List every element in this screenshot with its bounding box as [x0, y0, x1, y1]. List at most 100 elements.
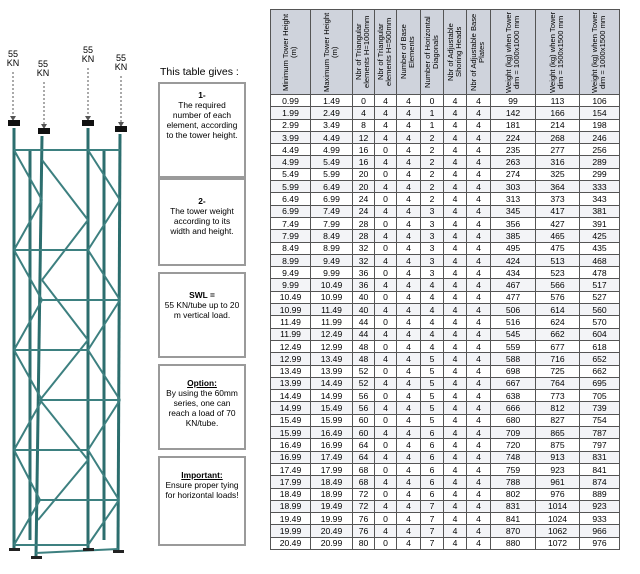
table-cell: 4: [443, 118, 467, 132]
table-cell: 4: [352, 106, 375, 120]
table-cell: 0: [420, 93, 444, 108]
table-cell: 4: [396, 364, 421, 378]
table-cell: 961: [535, 475, 580, 489]
table-cell: 4: [443, 512, 467, 526]
table-cell: 624: [535, 315, 580, 329]
table-cell: 788: [490, 475, 536, 489]
table-cell: 516: [490, 315, 536, 329]
table-cell: 4: [466, 143, 491, 157]
box-title: Option:: [187, 378, 217, 388]
table-cell: 36: [352, 266, 375, 280]
table-cell: 4: [466, 536, 491, 550]
shoring-tower-illustration: [8, 68, 127, 559]
table-cell: 4: [443, 462, 467, 477]
table-cell: 68: [352, 475, 375, 489]
table-cell: 1014: [535, 499, 580, 514]
table-cell: 14.49: [310, 376, 353, 391]
table-cell: 4: [443, 143, 467, 157]
table-cell: 325: [535, 167, 580, 182]
table-cell: 923: [579, 499, 620, 514]
table-cell: 764: [535, 376, 580, 391]
table-cell: 214: [535, 118, 580, 132]
table-cell: 4: [466, 130, 491, 145]
table-cell: 4: [420, 290, 444, 305]
table-cell: 16: [352, 155, 375, 169]
load-arrows: [12, 68, 122, 126]
table-cell: 425: [579, 229, 620, 243]
table-cell: 2.49: [310, 106, 353, 120]
table-cell: 4: [396, 426, 421, 440]
table-cell: 6.99: [310, 192, 353, 206]
table-cell: 4: [396, 327, 421, 341]
table-cell: 19.99: [270, 524, 311, 538]
table-cell: 391: [579, 216, 620, 231]
table-cell: 4: [466, 413, 491, 428]
table-cell: 1024: [535, 512, 580, 526]
table-cell: 4: [443, 327, 467, 341]
table-cell: 0: [374, 364, 397, 378]
table-cell: 0: [374, 241, 397, 255]
table-cell: 874: [579, 475, 620, 489]
table-cell: 638: [490, 389, 536, 403]
table-row: 8.49 8.99 32 0 4 3 4 4 495 475 435: [270, 241, 620, 255]
box-number: 2-: [198, 196, 206, 206]
table-cell: 17.49: [310, 450, 353, 464]
table-cell: 68: [352, 462, 375, 477]
table-cell: 60: [352, 413, 375, 428]
table-cell: 923: [535, 462, 580, 477]
table-cell: 2: [420, 155, 444, 169]
table-cell: 20.49: [270, 536, 311, 550]
table-cell: 32: [352, 241, 375, 255]
table-cell: 19.99: [310, 512, 353, 526]
table-cell: 154: [579, 106, 620, 120]
table-cell: 20: [352, 180, 375, 194]
table-cell: 256: [579, 143, 620, 157]
table-cell: 6: [420, 475, 444, 489]
table-cell: 0: [374, 315, 397, 329]
table-cell: 4: [420, 339, 444, 354]
table-cell: 4: [466, 524, 491, 538]
table-cell: 235: [490, 143, 536, 157]
table-cell: 48: [352, 339, 375, 354]
table-cell: 0: [374, 266, 397, 280]
table-cell: 4: [443, 364, 467, 378]
table-cell: 4: [466, 93, 491, 108]
table-cell: 754: [579, 413, 620, 428]
table-cell: 4: [374, 450, 397, 464]
table-cell: 0: [352, 93, 375, 108]
table-cell: 698: [490, 364, 536, 378]
table-cell: 4.49: [270, 143, 311, 157]
table-cell: 966: [579, 524, 620, 538]
table-cell: 11.99: [270, 327, 311, 341]
table-cell: 4: [396, 93, 421, 108]
table-cell: 40: [352, 290, 375, 305]
table-cell: 16: [352, 143, 375, 157]
table-cell: 8.49: [310, 229, 353, 243]
table-cell: 246: [579, 130, 620, 145]
table-cell: 4: [466, 118, 491, 132]
table-cell: 0.99: [270, 93, 311, 108]
table-cell: 475: [535, 241, 580, 255]
table-row: 19.49 19.99 76 0 4 7 4 4 841 1024 933: [270, 512, 620, 526]
table-cell: 4: [466, 315, 491, 329]
table-cell: 465: [535, 229, 580, 243]
table-cell: 0: [374, 389, 397, 403]
table-cell: 677: [535, 339, 580, 354]
table-cell: 10.99: [310, 290, 353, 305]
table-cell: 4: [396, 450, 421, 464]
table-cell: 7.49: [310, 204, 353, 218]
table-cell: 4: [466, 253, 491, 268]
table-cell: 12.49: [310, 327, 353, 341]
table-cell: 4: [374, 118, 397, 132]
table-cell: 4: [466, 339, 491, 354]
table-row: 11.49 11.99 44 0 4 4 4 4 516 624 570: [270, 315, 620, 329]
table-cell: 17.49: [270, 462, 311, 477]
table-cell: 8.99: [310, 241, 353, 255]
table-cell: 4: [443, 155, 467, 169]
table-cell: 4: [443, 487, 467, 501]
box-text: Ensure proper tying for horizontal loads…: [165, 480, 239, 500]
table-cell: 424: [490, 253, 536, 268]
table-cell: 4: [443, 339, 467, 354]
table-row: 13.49 13.99 52 0 4 5 4 4 698 725 662: [270, 364, 620, 378]
table-cell: 6: [420, 450, 444, 464]
